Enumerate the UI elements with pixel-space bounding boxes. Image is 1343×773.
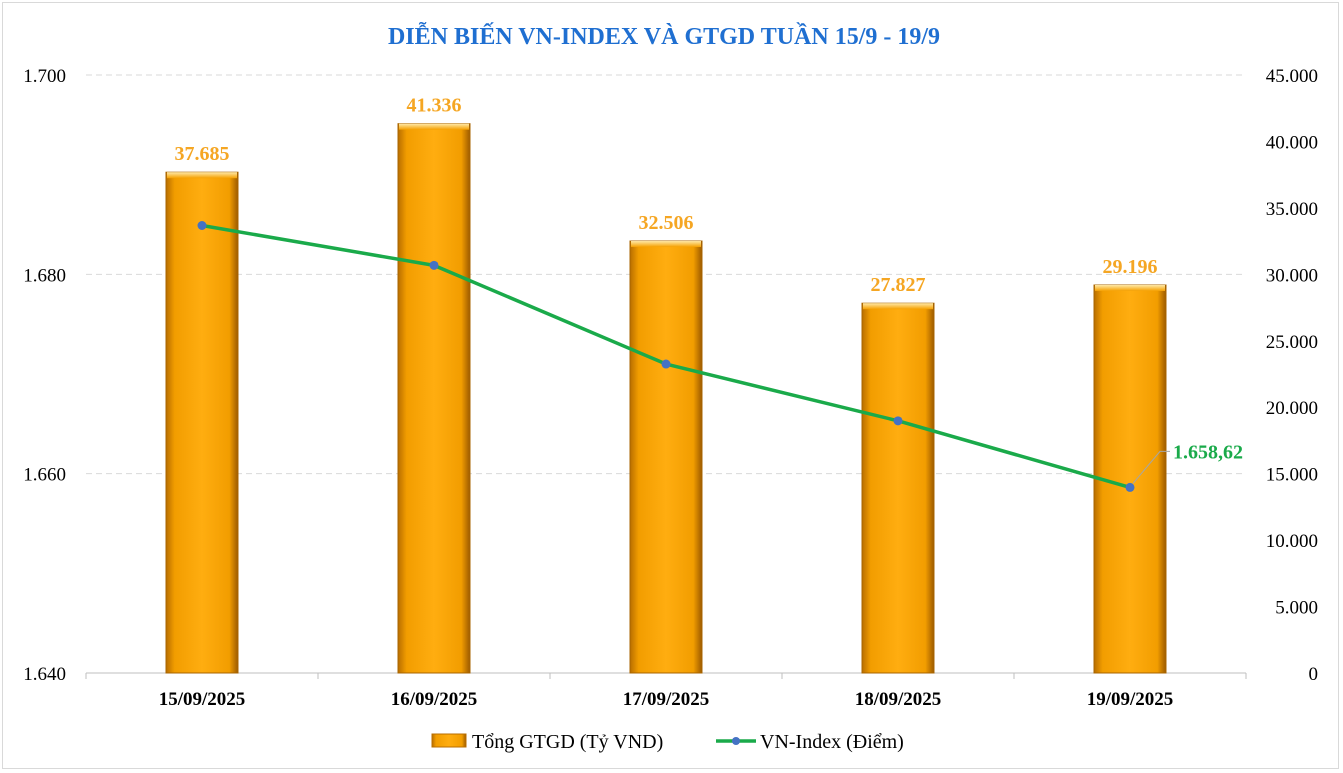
right-tick-label: 0: [1309, 664, 1319, 685]
bar-top-bevel: [863, 303, 933, 310]
legend-bar-label: Tổng GTGD (Tỷ VND): [472, 731, 663, 753]
legend-line-label: VN-Index (Điểm): [760, 731, 904, 753]
bar-data-labels: 37.685 41.336 32.506 27.827 29.196: [175, 95, 1158, 297]
left-tick-label: 1.640: [23, 664, 66, 685]
legend-line-marker: [732, 737, 740, 745]
line-point: [1125, 482, 1135, 492]
right-tick-label: 10.000: [1266, 531, 1318, 552]
bar-data-label: 27.827: [871, 274, 926, 296]
line-point: [893, 416, 903, 426]
right-tick-label: 40.000: [1266, 132, 1318, 153]
right-tick-label: 35.000: [1266, 199, 1318, 220]
line-end-label: 1.658,62: [1173, 441, 1243, 463]
legend-bar-swatch: [431, 733, 467, 748]
bar-top-bevel: [631, 241, 701, 248]
chart-title: DIỄN BIẾN VN-INDEX VÀ GTGD TUẦN 15/9 - 1…: [388, 22, 940, 50]
category-label: 15/09/2025: [159, 689, 246, 710]
bar-data-label: 29.196: [1103, 256, 1158, 278]
bar: [629, 240, 703, 674]
right-axis-ticks: 0 5.000 10.000 15.000 20.000 25.000 30.000 35.0…: [1266, 66, 1318, 685]
category-axis: 15/09/2025 16/09/2025 17/09/2025 18/09/2025…: [159, 689, 1174, 710]
bar-series: [165, 123, 1167, 674]
left-tick-label: 1.660: [23, 465, 66, 486]
right-tick-label: 5.000: [1275, 598, 1318, 619]
bar-data-label: 41.336: [407, 95, 462, 117]
right-tick-label: 15.000: [1266, 465, 1318, 486]
bar-top-bevel: [167, 172, 237, 179]
bar: [861, 302, 935, 674]
bar-top-bevel: [1095, 285, 1165, 292]
category-label: 19/09/2025: [1087, 689, 1174, 710]
left-axis-ticks: 1.640 1.660 1.680 1.700: [23, 66, 66, 685]
line-point: [197, 220, 207, 230]
legend: Tổng GTGD (Tỷ VND) VN-Index (Điểm): [431, 731, 904, 753]
line-series: 1.658,62: [197, 220, 1243, 492]
bar-data-label: 37.685: [175, 143, 230, 165]
bar-data-label: 32.506: [639, 212, 694, 234]
label-leader-line: [1132, 450, 1170, 484]
right-tick-label: 30.000: [1266, 265, 1318, 286]
right-tick-label: 25.000: [1266, 332, 1318, 353]
bar: [165, 171, 239, 674]
bar: [397, 123, 471, 674]
bar-top-bevel: [399, 123, 469, 130]
right-tick-label: 20.000: [1266, 398, 1318, 419]
line-point: [661, 359, 671, 369]
left-tick-label: 1.680: [23, 265, 66, 286]
left-tick-label: 1.700: [23, 66, 66, 87]
category-label: 18/09/2025: [855, 689, 942, 710]
category-label: 17/09/2025: [623, 689, 710, 710]
category-label: 16/09/2025: [391, 689, 478, 710]
line-point: [429, 260, 439, 270]
right-tick-label: 45.000: [1266, 66, 1318, 87]
